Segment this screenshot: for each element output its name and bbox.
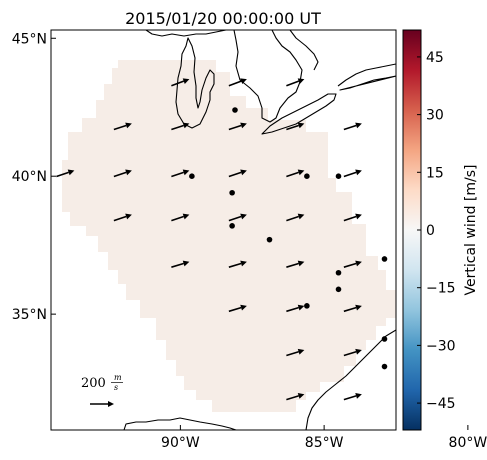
colorbar-tick: −30: [417, 338, 456, 354]
quiver-key-arrow: [90, 401, 114, 407]
wind-arrow: [343, 122, 362, 131]
wind-arrow: [228, 260, 247, 268]
colorbar-tick: 0: [417, 223, 435, 239]
station-dot: [232, 107, 238, 113]
wind-arrow: [171, 122, 190, 131]
colorbar-tick: 30: [417, 108, 444, 124]
lon-tick-label: 85°W: [305, 435, 344, 451]
wind-arrow: [286, 122, 305, 131]
station-dot: [266, 236, 273, 243]
latitude-ticks: 45°N 40°N 35°N: [12, 31, 56, 323]
lake-michigan-shoreline: [175, 37, 215, 129]
wind-arrow: [228, 122, 247, 131]
colorbar-tick: −45: [417, 396, 456, 412]
wind-arrow: [343, 260, 362, 268]
colorbar-tick: −15: [417, 281, 456, 297]
wind-arrow: [343, 169, 362, 178]
lon-tick: 85°W: [305, 425, 344, 451]
colorbar-tick-label: 30: [426, 108, 444, 124]
lat-tick: 40°N: [12, 169, 56, 185]
wind-arrow: [56, 169, 75, 178]
quiver-key-unit-denominator: s: [114, 383, 118, 392]
wind-arrow: [286, 78, 305, 87]
quiver-key: 200 m s: [81, 373, 123, 407]
station-dot: [229, 223, 235, 229]
colorbar: 45 30 15 0 −15 −30 −45 Vertical wind [m/s]: [402, 29, 479, 431]
station-dot: [433, 303, 439, 309]
map-frame: [50, 29, 397, 431]
colorbar-ticks: 45 30 15 0 −15 −30 −45: [417, 50, 456, 412]
wind-arrow: [286, 260, 305, 268]
georgian-bay-shoreline: [289, 30, 319, 71]
wind-arrow: [113, 213, 132, 222]
station-dot: [381, 336, 388, 342]
lat-tick-label: 40°N: [12, 169, 47, 185]
wind-arrow: [171, 213, 190, 222]
lon-tick-label: 80°W: [449, 435, 487, 451]
quiver-key-value: 200: [81, 376, 106, 391]
station-dot: [189, 173, 195, 180]
wind-arrow: [286, 348, 305, 357]
wind-arrow: [113, 169, 132, 178]
lat-tick-label: 45°N: [12, 31, 47, 47]
wind-arrow: [171, 169, 190, 178]
stations: [189, 107, 439, 370]
lake-ontario-shoreline: [337, 63, 396, 91]
lake-superior-shoreline: [145, 30, 227, 37]
wind-arrow: [228, 169, 247, 178]
station-dot: [335, 269, 342, 276]
colorbar-tick: 45: [417, 50, 444, 66]
lake-huron-shoreline: [233, 30, 303, 123]
wind-arrow: [286, 393, 305, 401]
wind-arrow: [171, 260, 190, 268]
wind-arrow: [343, 393, 362, 401]
colorbar-tick-label: −15: [426, 281, 456, 297]
station-dot: [335, 173, 342, 180]
wind-arrow: [459, 349, 477, 356]
lat-tick-label: 35°N: [12, 307, 47, 323]
wind-arrow: [343, 304, 362, 313]
colorbar-label: Vertical wind [m/s]: [463, 165, 479, 296]
wind-arrow: [286, 213, 305, 222]
lon-tick: 90°W: [161, 425, 200, 451]
colorbar-tick-label: 0: [426, 223, 435, 239]
wind-arrow: [343, 213, 362, 222]
key-arrow: [90, 401, 114, 407]
wind-arrow: [113, 122, 132, 131]
atlantic-coast: [305, 329, 396, 430]
lon-tick: 80°W: [449, 425, 487, 451]
wind-arrow: [228, 213, 247, 222]
gulf-coast: [123, 417, 237, 430]
colorbar-tick-label: −45: [426, 396, 456, 412]
wind-arrow: [286, 169, 305, 178]
lat-tick: 35°N: [12, 307, 56, 323]
lake-erie-shoreline: [261, 93, 337, 135]
station-dot: [381, 363, 388, 370]
station-dot: [304, 303, 310, 309]
wind-arrow: [343, 348, 362, 357]
wind-arrow: [171, 78, 190, 87]
wind-arrow: [286, 304, 305, 313]
colorbar-tick-label: −30: [426, 338, 456, 354]
colorbar-tick-label: 45: [426, 50, 444, 66]
station-dot: [335, 286, 342, 293]
longitude-ticks: 90°W 85°W 80°W: [161, 425, 487, 451]
wind-arrow: [228, 78, 247, 87]
coastlines: [123, 30, 396, 430]
station-dot: [381, 256, 388, 262]
wind-arrow: [228, 304, 247, 313]
vertical-wind-field: [62, 60, 396, 412]
lat-tick: 45°N: [12, 31, 56, 47]
station-dot: [229, 189, 235, 196]
map-title: 2015/01/20 00:00:00 UT: [125, 9, 321, 28]
colorbar-tick: 15: [417, 165, 444, 181]
map-axes: 200 m s: [50, 29, 477, 431]
station-dot: [304, 173, 310, 180]
quiver-key-unit-numerator: m: [114, 373, 122, 382]
colorbar-tick-label: 15: [426, 165, 444, 181]
wind-arrow: [459, 305, 477, 312]
lon-tick-label: 90°W: [161, 435, 200, 451]
wind-vectors: [56, 78, 477, 401]
